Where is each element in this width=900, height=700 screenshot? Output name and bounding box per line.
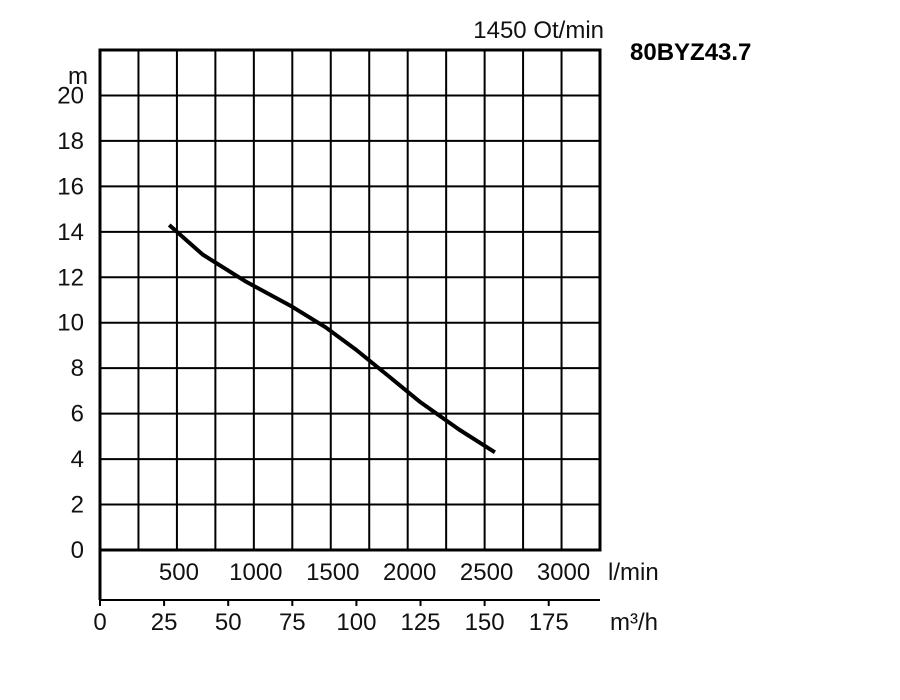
y-tick-labels: 0 2 4 6 8 10 12 14 16 18 20 [57, 82, 84, 564]
lmin-tick-label: 1500 [306, 559, 359, 586]
m3h-tick-label: 100 [336, 609, 376, 636]
speed-label: 1450 Ot/min [473, 17, 604, 44]
model-label: 80BYZ43.7 [630, 39, 751, 66]
lmin-tick-labels: 500 1000 1500 2000 2500 3000 [159, 559, 590, 586]
y-tick-label: 4 [71, 446, 84, 473]
lmin-unit: l/min [608, 559, 659, 586]
y-tick-label: 8 [71, 355, 84, 382]
m3h-tick-label: 50 [215, 609, 242, 636]
y-tick-label: 18 [57, 128, 84, 155]
head-curve-line [167, 223, 496, 454]
lmin-tick-label: 2000 [383, 559, 436, 586]
y-tick-label: 14 [57, 219, 84, 246]
y-tick-label: 20 [57, 82, 84, 109]
curve-group [167, 223, 496, 454]
plot-frame [98, 48, 602, 601]
m3h-tick-labels: 0 25 50 75 100 125 150 175 [93, 600, 569, 636]
y-tick-label: 2 [71, 492, 84, 519]
lmin-tick-label: 500 [159, 559, 199, 586]
m3h-tick-label: 150 [465, 609, 505, 636]
lmin-tick-label: 3000 [537, 559, 590, 586]
lmin-tick-label: 2500 [460, 559, 513, 586]
m3h-tick-label: 175 [529, 609, 569, 636]
m3h-tick-label: 0 [93, 609, 106, 636]
y-tick-label: 0 [71, 537, 84, 564]
plot-border [98, 48, 602, 552]
y-tick-label: 6 [71, 401, 84, 428]
lmin-tick-label: 1000 [229, 559, 282, 586]
m3h-tick-label: 125 [400, 609, 440, 636]
y-tick-label: 10 [57, 310, 84, 337]
y-axis-unit: m [68, 63, 88, 90]
y-tick-label: 12 [57, 264, 84, 291]
m3h-tick-label: 75 [279, 609, 306, 636]
grid [99, 49, 601, 551]
y-tick-label: 16 [57, 173, 84, 200]
m3h-tick-label: 25 [151, 609, 178, 636]
m3h-unit: m³/h [610, 609, 658, 636]
